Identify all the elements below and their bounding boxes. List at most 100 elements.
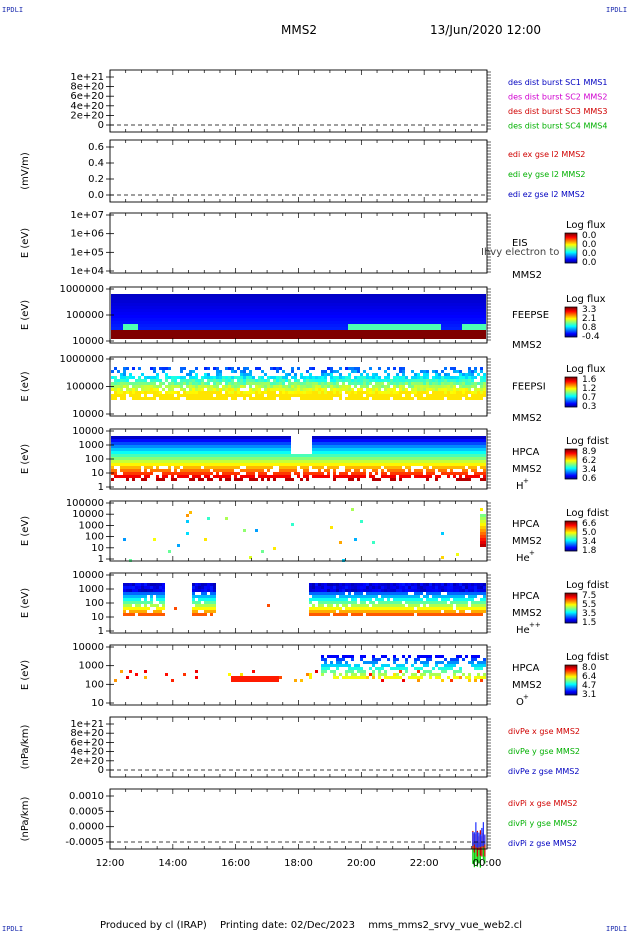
spectrogram-cell bbox=[423, 439, 426, 442]
spectrogram-cell bbox=[429, 333, 432, 336]
spectrogram-cell bbox=[432, 312, 435, 315]
spectrogram-cell bbox=[411, 376, 414, 379]
colorbar-band bbox=[565, 335, 577, 337]
spectrogram-cell bbox=[453, 466, 456, 469]
spectrogram-cell bbox=[234, 382, 237, 385]
spectrogram-cell bbox=[195, 469, 198, 472]
spectrogram-cell bbox=[255, 318, 258, 321]
spectrogram-cell bbox=[183, 469, 186, 472]
spectrogram-cell bbox=[333, 391, 336, 394]
spectrogram-cell bbox=[282, 394, 285, 397]
spectrogram-cell bbox=[360, 457, 363, 460]
spectrogram-cell bbox=[354, 439, 357, 442]
spectrogram-cell bbox=[249, 439, 252, 442]
spectrogram-cell bbox=[372, 297, 375, 300]
spectrogram-cell bbox=[462, 436, 465, 439]
spectrogram-cell bbox=[315, 460, 318, 463]
spectrogram-cell bbox=[297, 324, 300, 327]
spectrogram-cell bbox=[213, 448, 216, 451]
spectrogram-cell bbox=[135, 436, 138, 439]
spectrogram-cell bbox=[171, 297, 174, 300]
spectrogram-cell bbox=[339, 475, 342, 478]
spectrogram-cell bbox=[444, 439, 447, 442]
spectrogram-cell bbox=[426, 300, 429, 303]
spectrogram-cell bbox=[231, 294, 234, 297]
spectrogram-cell bbox=[387, 297, 390, 300]
spectrogram-cell bbox=[150, 333, 153, 336]
spectrogram-cell bbox=[246, 457, 249, 460]
spectrogram-cell bbox=[114, 439, 117, 442]
spectrogram-cell bbox=[300, 318, 303, 321]
spectrogram-cell bbox=[462, 303, 465, 306]
spectrogram-cell bbox=[162, 442, 165, 445]
spectrogram-cell bbox=[279, 321, 282, 324]
spectrogram-cell bbox=[186, 303, 189, 306]
spectrogram-cell bbox=[300, 397, 303, 400]
spectrogram-cell bbox=[402, 457, 405, 460]
spectrogram-cell bbox=[459, 388, 462, 391]
spectrogram-cell bbox=[270, 448, 273, 451]
spectrogram-cell bbox=[405, 315, 408, 318]
spectrogram-cell bbox=[429, 382, 432, 385]
spectrogram-cell bbox=[240, 385, 243, 388]
spectrogram-cell bbox=[393, 306, 396, 309]
spectrogram-cell bbox=[330, 385, 333, 388]
spectrogram-cell bbox=[333, 445, 336, 448]
spectrogram-cell bbox=[303, 315, 306, 318]
spectrogram-cell bbox=[237, 466, 240, 469]
spectrogram-cell bbox=[282, 321, 285, 324]
spectrogram-cell bbox=[129, 373, 132, 376]
spectrogram-cell bbox=[174, 454, 177, 457]
spectrogram-cell bbox=[318, 388, 321, 391]
spectrogram-cell bbox=[144, 327, 147, 330]
spectrogram-cell bbox=[456, 309, 459, 312]
spectrogram-cell bbox=[273, 460, 276, 463]
spectrogram-cell bbox=[249, 388, 252, 391]
spectrogram-cell bbox=[360, 388, 363, 391]
spectrogram-cell bbox=[435, 379, 438, 382]
spectrogram-cell bbox=[210, 330, 213, 333]
spectrogram-cell bbox=[273, 336, 276, 339]
spectrogram-cell bbox=[135, 451, 138, 454]
y-axis-label: E (eV) bbox=[20, 228, 31, 258]
colorbar-title: Log flux bbox=[566, 364, 606, 375]
spectrogram-cell bbox=[291, 294, 294, 297]
spectrogram-cell bbox=[435, 394, 438, 397]
colorbar-band bbox=[565, 383, 577, 385]
spectrogram-cell bbox=[231, 457, 234, 460]
spectrogram-cell bbox=[447, 324, 450, 327]
spectrogram-cell bbox=[450, 303, 453, 306]
spectrogram-cell bbox=[225, 324, 228, 327]
spectrogram-cell bbox=[453, 370, 456, 373]
spectrogram-cell bbox=[216, 294, 219, 297]
spectrogram-cell bbox=[453, 451, 456, 454]
spectrogram-cell bbox=[138, 315, 141, 318]
spectrogram-cell bbox=[426, 315, 429, 318]
spectrogram-cell bbox=[405, 309, 408, 312]
spectrogram-cell bbox=[357, 330, 360, 333]
spectrogram-cell bbox=[153, 306, 156, 309]
spectrogram-cell bbox=[354, 318, 357, 321]
spectrogram-cell bbox=[333, 370, 336, 373]
spectrogram-cell bbox=[285, 460, 288, 463]
spectrogram-cell bbox=[237, 333, 240, 336]
spectrogram-cell bbox=[222, 385, 225, 388]
spectrogram-cell bbox=[135, 475, 138, 478]
spectrogram-cell bbox=[174, 382, 177, 385]
spectrogram-cell bbox=[180, 318, 183, 321]
spectrogram-cell bbox=[441, 330, 444, 333]
spectrogram-cell bbox=[306, 294, 309, 297]
spectrogram-cell bbox=[384, 294, 387, 297]
spectrogram-cell bbox=[144, 294, 147, 297]
spectrogram-cell bbox=[246, 394, 249, 397]
spectrogram-cell bbox=[336, 306, 339, 309]
colorbar-band bbox=[565, 382, 577, 384]
spectrogram-cell bbox=[279, 448, 282, 451]
spectrogram-cell bbox=[417, 294, 420, 297]
spectrogram-cell bbox=[195, 394, 198, 397]
colorbar-band bbox=[565, 250, 577, 252]
spectrogram-cell bbox=[195, 294, 198, 297]
spectrogram-cell bbox=[333, 376, 336, 379]
spectrogram-cell bbox=[132, 457, 135, 460]
spectrogram-cell bbox=[282, 318, 285, 321]
